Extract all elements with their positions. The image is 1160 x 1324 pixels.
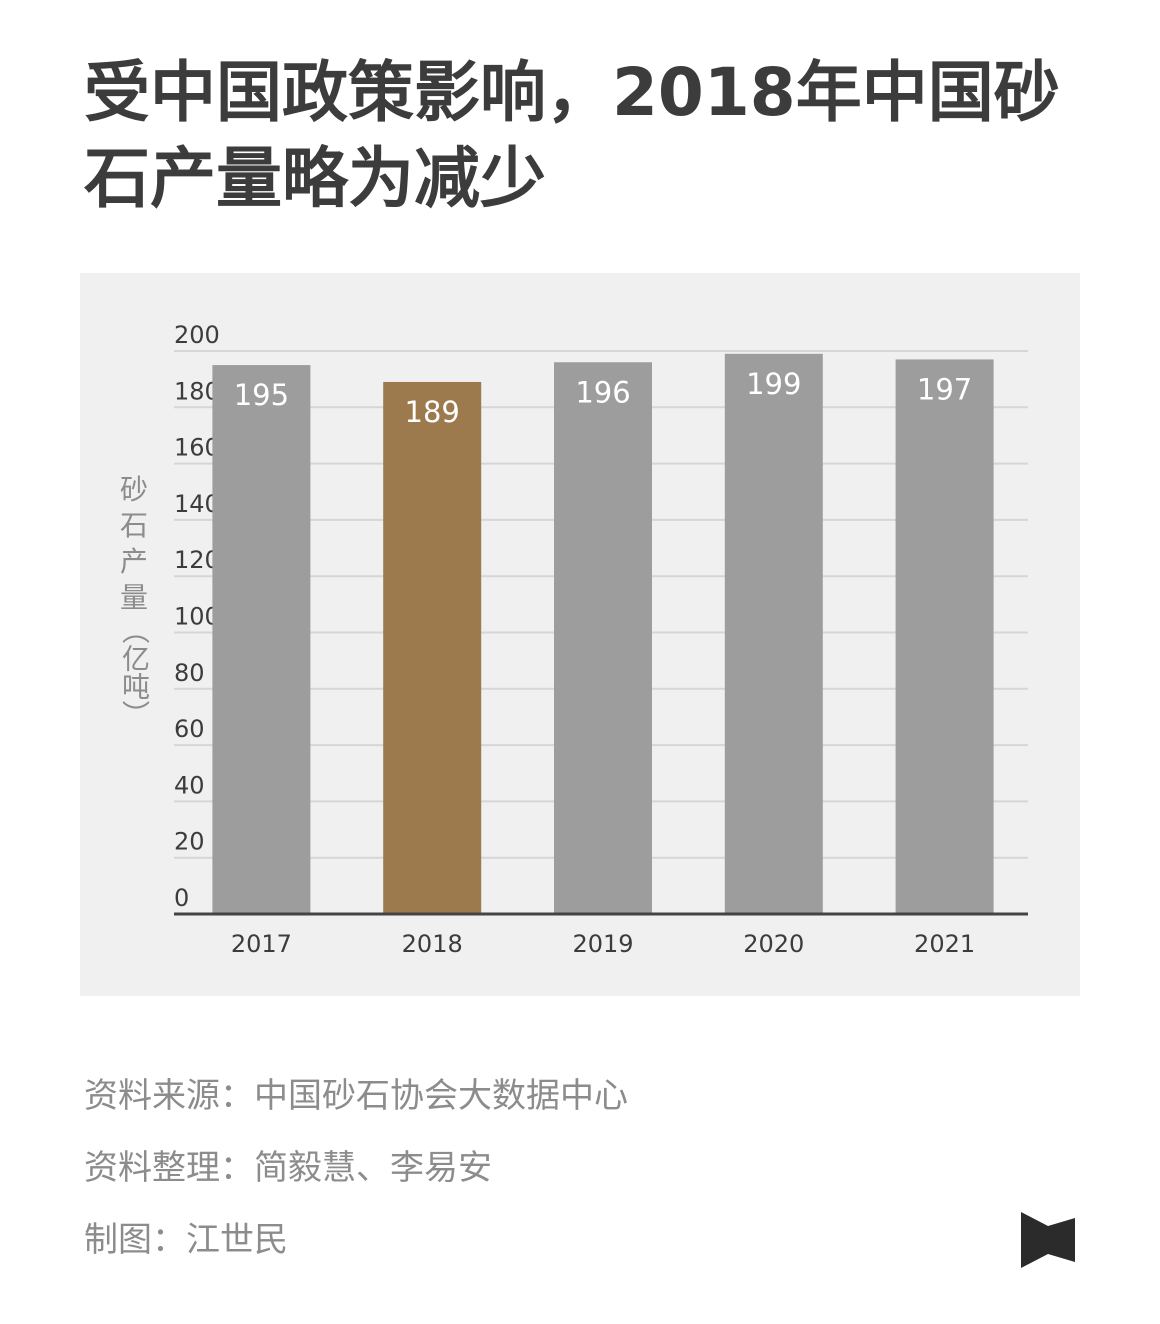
bowtie-logo-icon — [1021, 1212, 1075, 1268]
bar-2017 — [212, 365, 311, 914]
y-tick-label: 20 — [174, 828, 205, 856]
y-axis-title-char: 砂 — [119, 473, 148, 506]
chart-title-line-2: 石产量略为减少 — [84, 140, 546, 217]
y-tick-label: 40 — [174, 771, 205, 799]
bar-2019 — [554, 362, 652, 914]
chart-title-line-1: 受中国政策影响，2018年中国砂 — [84, 54, 1060, 131]
y-tick-label: 140 — [174, 490, 220, 518]
y-tick-label: 120 — [174, 546, 220, 574]
y-tick-label: 60 — [174, 715, 205, 743]
data-label-2019: 196 — [575, 375, 630, 409]
bar-2018 — [383, 381, 482, 915]
y-tick-label: 0 — [174, 884, 189, 912]
y-axis-title-char: 石 — [119, 509, 148, 542]
y-axis-title-char: 量 — [119, 581, 148, 614]
data-label-2017: 195 — [234, 378, 289, 412]
y-axis-title-unit: （亿吨） — [118, 616, 151, 728]
compiled-by-note: 资料整理：简毅慧、李易安 — [84, 1148, 492, 1188]
y-axis-title: 砂 石 产 量 （亿吨） — [116, 472, 152, 728]
bar-2020 — [724, 353, 823, 914]
source-note: 资料来源：中国砂石协会大数据中心 — [84, 1076, 628, 1116]
x-tick-label-2021: 2021 — [914, 930, 975, 958]
x-tick-label-2020: 2020 — [743, 930, 804, 958]
y-tick-label: 100 — [174, 603, 220, 631]
y-axis-title-char: 产 — [119, 545, 148, 578]
x-tick-label-2019: 2019 — [572, 930, 633, 958]
data-label-2018: 189 — [405, 395, 460, 429]
bar-2021 — [895, 359, 994, 914]
bar-chart: 0 20 40 60 80 100 120 140 160 180 200 195 2017 189 201… — [174, 321, 1028, 958]
chart-title: 受中国政策影响，2018年中国砂 石产量略为减少 — [84, 50, 1084, 222]
y-tick-label: 160 — [174, 434, 220, 462]
y-tick-label: 80 — [174, 659, 205, 687]
x-tick-label-2017: 2017 — [231, 930, 292, 958]
x-tick-label-2018: 2018 — [402, 930, 463, 958]
y-tick-label: 200 — [174, 321, 220, 349]
data-label-2021: 197 — [917, 372, 972, 406]
data-label-2020: 199 — [746, 367, 801, 401]
chart-by-note: 制图：江世民 — [84, 1220, 288, 1260]
y-tick-label: 180 — [174, 377, 220, 405]
